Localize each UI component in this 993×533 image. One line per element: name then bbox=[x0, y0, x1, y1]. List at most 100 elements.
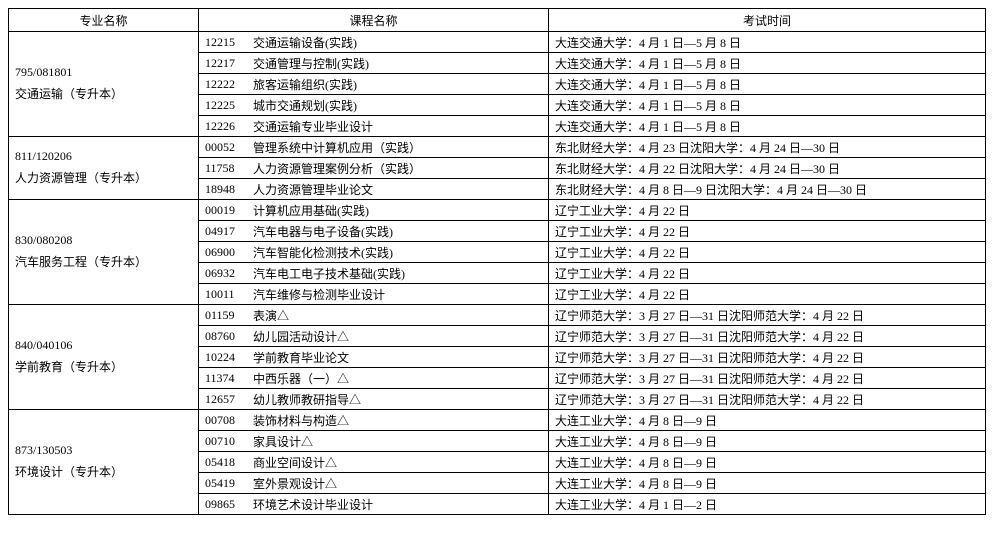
major-cell: 795/081801交通运输（专升本） bbox=[9, 32, 199, 137]
exam-time: 大连交通大学：4 月 1 日—5 月 8 日 bbox=[555, 118, 979, 135]
header-course: 课程名称 bbox=[199, 9, 549, 32]
course-code: 12225 bbox=[205, 98, 253, 113]
course-row: 08760幼儿园活动设计△ bbox=[199, 325, 548, 346]
course-name: 环境艺术设计毕业设计 bbox=[253, 496, 542, 513]
course-code: 00708 bbox=[205, 413, 253, 428]
time-row: 大连工业大学：4 月 8 日—9 日 bbox=[549, 430, 985, 451]
exam-time: 辽宁师范大学：3 月 27 日—31 日沈阳师范大学：4 月 22 日 bbox=[555, 349, 979, 366]
course-code: 12215 bbox=[205, 35, 253, 50]
major-name: 交通运输（专升本） bbox=[15, 84, 192, 106]
course-row: 12657幼儿教师教研指导△ bbox=[199, 388, 548, 409]
course-row: 05419室外景观设计△ bbox=[199, 472, 548, 493]
course-name: 幼儿园活动设计△ bbox=[253, 328, 542, 345]
course-name: 交通运输设备(实践) bbox=[253, 34, 542, 51]
course-code: 11374 bbox=[205, 371, 253, 386]
exam-time: 大连工业大学：4 月 8 日—9 日 bbox=[555, 454, 979, 471]
major-code: 830/080208 bbox=[15, 230, 192, 252]
exam-time: 辽宁工业大学：4 月 22 日 bbox=[555, 223, 979, 240]
table-row: 873/130503环境设计（专升本）00708装饰材料与构造△00710家具设… bbox=[9, 410, 986, 515]
course-code: 00710 bbox=[205, 434, 253, 449]
time-row: 东北财经大学：4 月 23 日沈阳大学：4 月 24 日—30 日 bbox=[549, 137, 985, 157]
course-name: 人力资源管理毕业论文 bbox=[253, 181, 542, 198]
time-row: 大连工业大学：4 月 1 日—2 日 bbox=[549, 493, 985, 514]
exam-time: 大连交通大学：4 月 1 日—5 月 8 日 bbox=[555, 55, 979, 72]
course-code: 04917 bbox=[205, 224, 253, 239]
course-name: 计算机应用基础(实践) bbox=[253, 202, 542, 219]
course-name: 汽车电器与电子设备(实践) bbox=[253, 223, 542, 240]
table-row: 830/080208汽车服务工程（专升本）00019计算机应用基础(实践)049… bbox=[9, 200, 986, 305]
course-row: 00019计算机应用基础(实践) bbox=[199, 200, 548, 220]
course-cell: 00708装饰材料与构造△00710家具设计△05418商业空间设计△05419… bbox=[199, 410, 549, 515]
header-time: 考试时间 bbox=[549, 9, 986, 32]
time-cell: 大连交通大学：4 月 1 日—5 月 8 日大连交通大学：4 月 1 日—5 月… bbox=[549, 32, 986, 137]
time-cell: 辽宁师范大学：3 月 27 日—31 日沈阳师范大学：4 月 22 日辽宁师范大… bbox=[549, 305, 986, 410]
exam-time: 辽宁师范大学：3 月 27 日—31 日沈阳师范大学：4 月 22 日 bbox=[555, 391, 979, 408]
exam-time: 辽宁工业大学：4 月 22 日 bbox=[555, 286, 979, 303]
course-name: 汽车维修与检测毕业设计 bbox=[253, 286, 542, 303]
time-row: 大连工业大学：4 月 8 日—9 日 bbox=[549, 410, 985, 430]
major-name: 汽车服务工程（专升本） bbox=[15, 252, 192, 274]
time-row: 辽宁师范大学：3 月 27 日—31 日沈阳师范大学：4 月 22 日 bbox=[549, 325, 985, 346]
course-row: 09865环境艺术设计毕业设计 bbox=[199, 493, 548, 514]
course-name: 管理系统中计算机应用（实践） bbox=[253, 139, 542, 156]
major-cell: 830/080208汽车服务工程（专升本） bbox=[9, 200, 199, 305]
course-cell: 12215交通运输设备(实践)12217交通管理与控制(实践)12222旅客运输… bbox=[199, 32, 549, 137]
course-code: 12657 bbox=[205, 392, 253, 407]
time-row: 东北财经大学：4 月 8 日—9 日沈阳大学：4 月 24 日—30 日 bbox=[549, 178, 985, 199]
course-name: 城市交通规划(实践) bbox=[253, 97, 542, 114]
time-row: 辽宁工业大学：4 月 22 日 bbox=[549, 241, 985, 262]
course-code: 18948 bbox=[205, 182, 253, 197]
time-row: 大连交通大学：4 月 1 日—5 月 8 日 bbox=[549, 94, 985, 115]
course-row: 06932汽车电工电子技术基础(实践) bbox=[199, 262, 548, 283]
course-row: 00708装饰材料与构造△ bbox=[199, 410, 548, 430]
course-code: 11758 bbox=[205, 161, 253, 176]
major-name: 人力资源管理（专升本） bbox=[15, 168, 192, 190]
course-row: 00052管理系统中计算机应用（实践） bbox=[199, 137, 548, 157]
time-cell: 大连工业大学：4 月 8 日—9 日大连工业大学：4 月 8 日—9 日大连工业… bbox=[549, 410, 986, 515]
exam-time: 辽宁师范大学：3 月 27 日—31 日沈阳师范大学：4 月 22 日 bbox=[555, 328, 979, 345]
course-code: 09865 bbox=[205, 497, 253, 512]
exam-time: 大连交通大学：4 月 1 日—5 月 8 日 bbox=[555, 76, 979, 93]
course-row: 18948人力资源管理毕业论文 bbox=[199, 178, 548, 199]
time-row: 辽宁工业大学：4 月 22 日 bbox=[549, 220, 985, 241]
exam-time: 辽宁工业大学：4 月 22 日 bbox=[555, 244, 979, 261]
course-name: 表演△ bbox=[253, 307, 542, 324]
exam-time: 辽宁工业大学：4 月 22 日 bbox=[555, 265, 979, 282]
course-name: 室外景观设计△ bbox=[253, 475, 542, 492]
course-row: 10011汽车维修与检测毕业设计 bbox=[199, 283, 548, 304]
time-row: 辽宁师范大学：3 月 27 日—31 日沈阳师范大学：4 月 22 日 bbox=[549, 388, 985, 409]
time-row: 大连工业大学：4 月 8 日—9 日 bbox=[549, 472, 985, 493]
course-row: 00710家具设计△ bbox=[199, 430, 548, 451]
exam-time: 辽宁工业大学：4 月 22 日 bbox=[555, 202, 979, 219]
course-code: 05418 bbox=[205, 455, 253, 470]
course-name: 汽车智能化检测技术(实践) bbox=[253, 244, 542, 261]
course-code: 00052 bbox=[205, 140, 253, 155]
course-code: 10011 bbox=[205, 287, 253, 302]
exam-time: 大连交通大学：4 月 1 日—5 月 8 日 bbox=[555, 34, 979, 51]
course-row: 12215交通运输设备(实践) bbox=[199, 32, 548, 52]
course-code: 08760 bbox=[205, 329, 253, 344]
time-row: 辽宁工业大学：4 月 22 日 bbox=[549, 262, 985, 283]
course-row: 12222旅客运输组织(实践) bbox=[199, 73, 548, 94]
exam-schedule-table: 专业名称 课程名称 考试时间 795/081801交通运输（专升本）12215交… bbox=[8, 8, 986, 515]
table-row: 811/120206人力资源管理（专升本）00052管理系统中计算机应用（实践）… bbox=[9, 137, 986, 200]
time-row: 大连工业大学：4 月 8 日—9 日 bbox=[549, 451, 985, 472]
course-name: 汽车电工电子技术基础(实践) bbox=[253, 265, 542, 282]
time-row: 大连交通大学：4 月 1 日—5 月 8 日 bbox=[549, 52, 985, 73]
exam-time: 大连工业大学：4 月 1 日—2 日 bbox=[555, 496, 979, 513]
time-row: 东北财经大学：4 月 22 日沈阳大学：4 月 24 日—30 日 bbox=[549, 157, 985, 178]
course-row: 12217交通管理与控制(实践) bbox=[199, 52, 548, 73]
time-cell: 东北财经大学：4 月 23 日沈阳大学：4 月 24 日—30 日东北财经大学：… bbox=[549, 137, 986, 200]
exam-time: 辽宁师范大学：3 月 27 日—31 日沈阳师范大学：4 月 22 日 bbox=[555, 370, 979, 387]
course-row: 12225城市交通规划(实践) bbox=[199, 94, 548, 115]
course-name: 交通运输专业毕业设计 bbox=[253, 118, 542, 135]
major-cell: 811/120206人力资源管理（专升本） bbox=[9, 137, 199, 200]
course-code: 12226 bbox=[205, 119, 253, 134]
major-code: 840/040106 bbox=[15, 335, 192, 357]
exam-time: 辽宁师范大学：3 月 27 日—31 日沈阳师范大学：4 月 22 日 bbox=[555, 307, 979, 324]
course-row: 11374中西乐器（一）△ bbox=[199, 367, 548, 388]
time-row: 辽宁师范大学：3 月 27 日—31 日沈阳师范大学：4 月 22 日 bbox=[549, 305, 985, 325]
exam-time: 大连工业大学：4 月 8 日—9 日 bbox=[555, 412, 979, 429]
time-row: 辽宁师范大学：3 月 27 日—31 日沈阳师范大学：4 月 22 日 bbox=[549, 346, 985, 367]
course-name: 人力资源管理案例分析（实践） bbox=[253, 160, 542, 177]
